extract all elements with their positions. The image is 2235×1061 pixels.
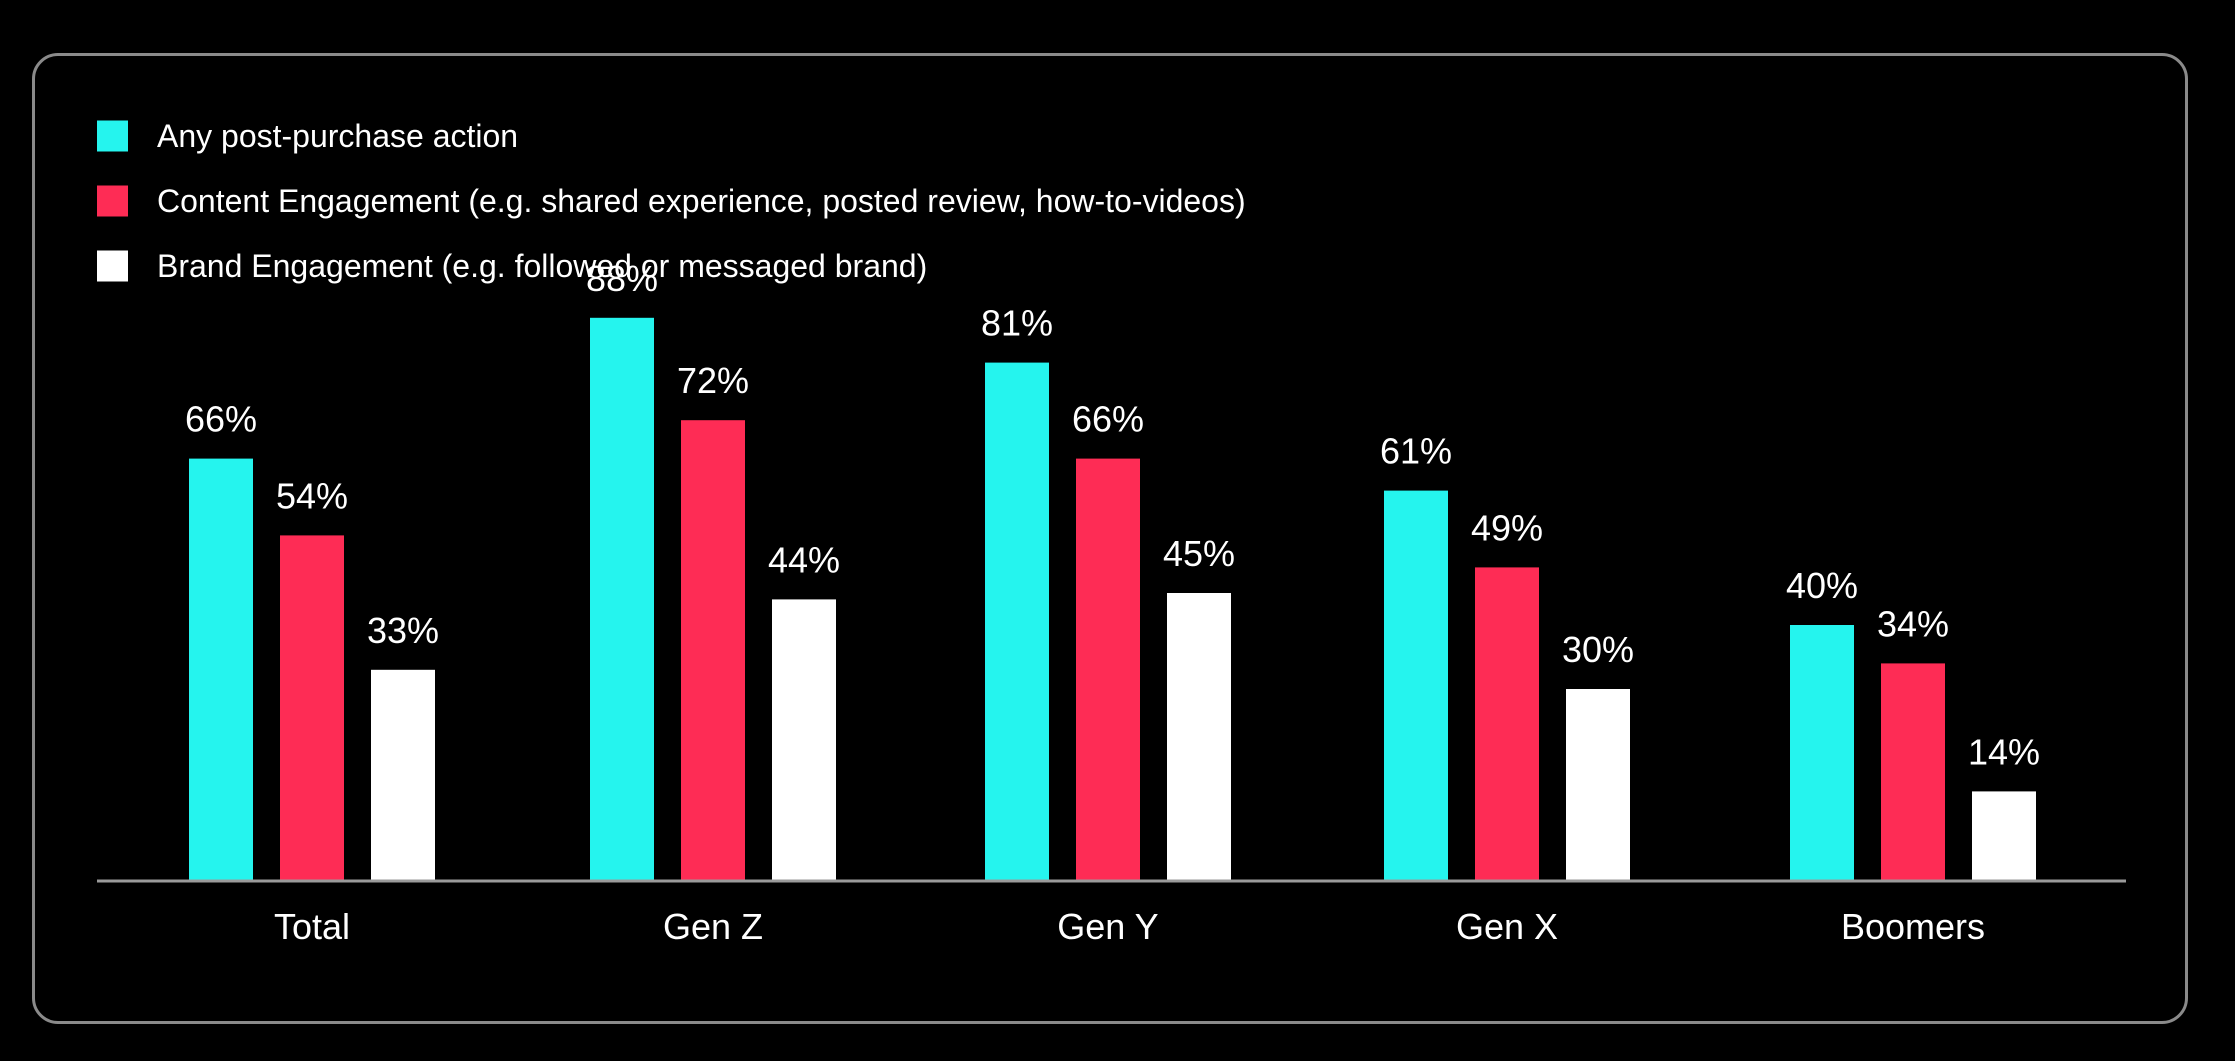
data-label-boomers-series-1: 40%: [1786, 565, 1858, 606]
bars: 66% 54% 33% 88% 72% 44% 81% 66% 45% 61% 49% 30% 40% 3…: [185, 258, 2040, 882]
bar-total-series-3: [371, 669, 435, 881]
bar-gen-z-series-1: [590, 317, 654, 881]
bar-gen-y-series-1: [985, 362, 1049, 882]
x-tick-label-boomers: Boomers: [1841, 906, 1985, 947]
data-label-gen-y-series-3: 45%: [1163, 533, 1235, 574]
data-label-gen-z-series-2: 72%: [677, 360, 749, 401]
data-label-gen-x-series-1: 61%: [1380, 431, 1452, 472]
x-axis-labels: Total Gen Z Gen Y Gen X Boomers: [274, 906, 1985, 947]
bar-total-series-2: [280, 535, 344, 881]
legend-label-2: Content Engagement (e.g. shared experien…: [157, 183, 1246, 219]
legend: Any post-purchase action Content Engageme…: [97, 118, 1246, 284]
data-label-gen-x-series-3: 30%: [1562, 629, 1634, 670]
bar-boomers-series-1: [1790, 625, 1854, 881]
legend-swatch-3: [97, 250, 128, 282]
data-label-boomers-series-3: 14%: [1968, 731, 2040, 772]
bar-total-series-1: [189, 458, 253, 881]
data-label-gen-z-series-3: 44%: [768, 539, 840, 580]
bar-group-gen-z: 88% 72% 44%: [586, 258, 840, 881]
bar-gen-z-series-3: [772, 599, 836, 881]
data-label-total-series-1: 66%: [185, 399, 257, 440]
legend-swatch-1: [97, 120, 128, 152]
bar-gen-x-series-1: [1384, 490, 1448, 881]
legend-item-3: Brand Engagement (e.g. followed or messa…: [97, 248, 927, 284]
bar-gen-y-series-2: [1076, 458, 1140, 881]
legend-label-3: Brand Engagement (e.g. followed or messa…: [157, 248, 927, 284]
x-tick-label-gen-y: Gen Y: [1057, 906, 1158, 947]
data-label-gen-x-series-2: 49%: [1471, 507, 1543, 548]
bar-gen-x-series-3: [1566, 689, 1630, 881]
data-label-gen-y-series-1: 81%: [981, 303, 1053, 344]
bar-group-gen-y: 81% 66% 45%: [981, 303, 1235, 882]
legend-swatch-2: [97, 185, 128, 217]
data-label-total-series-3: 33%: [367, 610, 439, 651]
bar-gen-x-series-2: [1475, 567, 1539, 881]
bar-boomers-series-2: [1881, 663, 1945, 881]
legend-item-2: Content Engagement (e.g. shared experien…: [97, 183, 1246, 219]
bar-group-gen-x: 61% 49% 30%: [1380, 431, 1634, 881]
bar-gen-y-series-3: [1167, 593, 1231, 881]
bar-boomers-series-3: [1972, 791, 2036, 881]
data-label-gen-y-series-2: 66%: [1072, 399, 1144, 440]
x-tick-label-gen-x: Gen X: [1456, 906, 1558, 947]
data-label-gen-z-series-1: 88%: [586, 258, 658, 299]
bar-gen-z-series-2: [681, 420, 745, 881]
x-tick-label-gen-z: Gen Z: [663, 906, 763, 947]
data-label-boomers-series-2: 34%: [1877, 603, 1949, 644]
bar-group-boomers: 40% 34% 14%: [1786, 565, 2040, 881]
legend-item-1: Any post-purchase action: [97, 118, 518, 154]
legend-label-1: Any post-purchase action: [157, 118, 518, 154]
bar-group-total: 66% 54% 33%: [185, 399, 439, 881]
x-tick-label-total: Total: [274, 906, 350, 947]
data-label-total-series-2: 54%: [276, 475, 348, 516]
